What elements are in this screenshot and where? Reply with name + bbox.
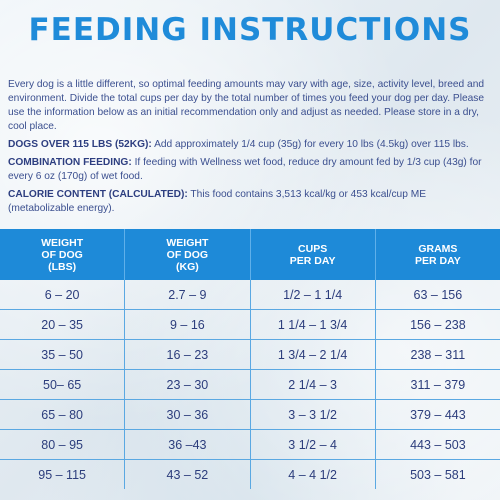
cell-weight-kg: 30 – 36: [124, 400, 249, 429]
table-header: WEIGHT OF DOG (LBS) WEIGHT OF DOG (KG) C…: [0, 229, 500, 280]
header-cups-per-day: CUPS PER DAY: [249, 229, 375, 280]
cell-cups: 2 1/4 – 3: [249, 370, 375, 399]
table-row: 50– 65 23 – 30 2 1/4 – 3 311 – 379: [0, 370, 500, 400]
cell-cups: 1 1/4 – 1 3/4: [249, 310, 375, 339]
cell-grams: 156 – 238: [374, 310, 500, 339]
dogs-over-paragraph: DOGS OVER 115 LBS (52KG): Add approximat…: [8, 138, 492, 152]
cell-weight-kg: 36 –43: [124, 430, 249, 459]
cell-cups: 3 1/2 – 4: [249, 430, 375, 459]
combination-text: If feeding with Wellness wet food, reduc…: [8, 157, 482, 182]
page-title: FEEDING INSTRUCTIONS: [28, 12, 472, 48]
cell-grams: 63 – 156: [374, 280, 500, 309]
header-grams-per-day: GRAMS PER DAY: [374, 229, 500, 280]
header-weight-lbs: WEIGHT OF DOG (LBS): [41, 236, 84, 273]
calorie-text: This food contains 3,513 kcal/kg or 453 …: [8, 189, 426, 214]
dogs-over-label: DOGS OVER 115 LBS (52KG):: [8, 139, 152, 150]
header-weight-kg: WEIGHT OF DOG (KG): [124, 229, 249, 280]
cell-weight-lbs: 80 – 95: [41, 437, 83, 452]
cell-cups: 4 – 4 1/2: [249, 460, 375, 489]
table-row: 6 – 20 2.7 – 9 1/2 – 1 1/4 63 – 156: [0, 280, 500, 310]
table-row: 95 – 115 43 – 52 4 – 4 1/2 503 – 581: [0, 460, 500, 489]
cell-weight-lbs: 50– 65: [43, 377, 82, 392]
cell-weight-lbs: 20 – 35: [41, 317, 83, 332]
cell-grams: 443 – 503: [374, 430, 500, 459]
cell-weight-kg: 23 – 30: [124, 370, 249, 399]
table-row: 20 – 35 9 – 16 1 1/4 – 1 3/4 156 – 238: [0, 310, 500, 340]
intro-paragraph: Every dog is a little different, so opti…: [8, 79, 485, 132]
cell-grams: 503 – 581: [374, 460, 500, 489]
instructions-text: Every dog is a little different, so opti…: [8, 78, 492, 220]
cell-weight-lbs: 95 – 115: [38, 467, 86, 482]
feeding-table: WEIGHT OF DOG (LBS) WEIGHT OF DOG (KG) C…: [0, 229, 500, 489]
cell-weight-kg: 16 – 23: [124, 340, 249, 369]
cell-weight-kg: 9 – 16: [124, 310, 249, 339]
cell-weight-lbs: 6 – 20: [44, 287, 80, 302]
combination-label: COMBINATION FEEDING:: [8, 157, 132, 168]
cell-weight-kg: 43 – 52: [124, 460, 249, 489]
cell-weight-lbs: 65 – 80: [41, 407, 83, 422]
table-row: 35 – 50 16 – 23 1 3/4 – 2 1/4 238 – 311: [0, 340, 500, 370]
cell-cups: 1 3/4 – 2 1/4: [249, 340, 375, 369]
cell-grams: 311 – 379: [374, 370, 500, 399]
table-row: 80 – 95 36 –43 3 1/2 – 4 443 – 503: [0, 430, 500, 460]
cell-weight-lbs: 35 – 50: [41, 347, 83, 362]
cell-grams: 238 – 311: [374, 340, 500, 369]
cell-cups: 1/2 – 1 1/4: [249, 280, 375, 309]
calorie-label: CALORIE CONTENT (CALCULATED):: [8, 189, 188, 200]
table-row: 65 – 80 30 – 36 3 – 3 1/2 379 – 443: [0, 400, 500, 430]
cell-weight-kg: 2.7 – 9: [124, 280, 249, 309]
dogs-over-text: Add approximately 1/4 cup (35g) for ever…: [151, 139, 469, 150]
cell-cups: 3 – 3 1/2: [249, 400, 375, 429]
combination-paragraph: COMBINATION FEEDING: If feeding with Wel…: [8, 156, 492, 184]
cell-grams: 379 – 443: [374, 400, 500, 429]
calorie-paragraph: CALORIE CONTENT (CALCULATED): This food …: [8, 188, 492, 216]
